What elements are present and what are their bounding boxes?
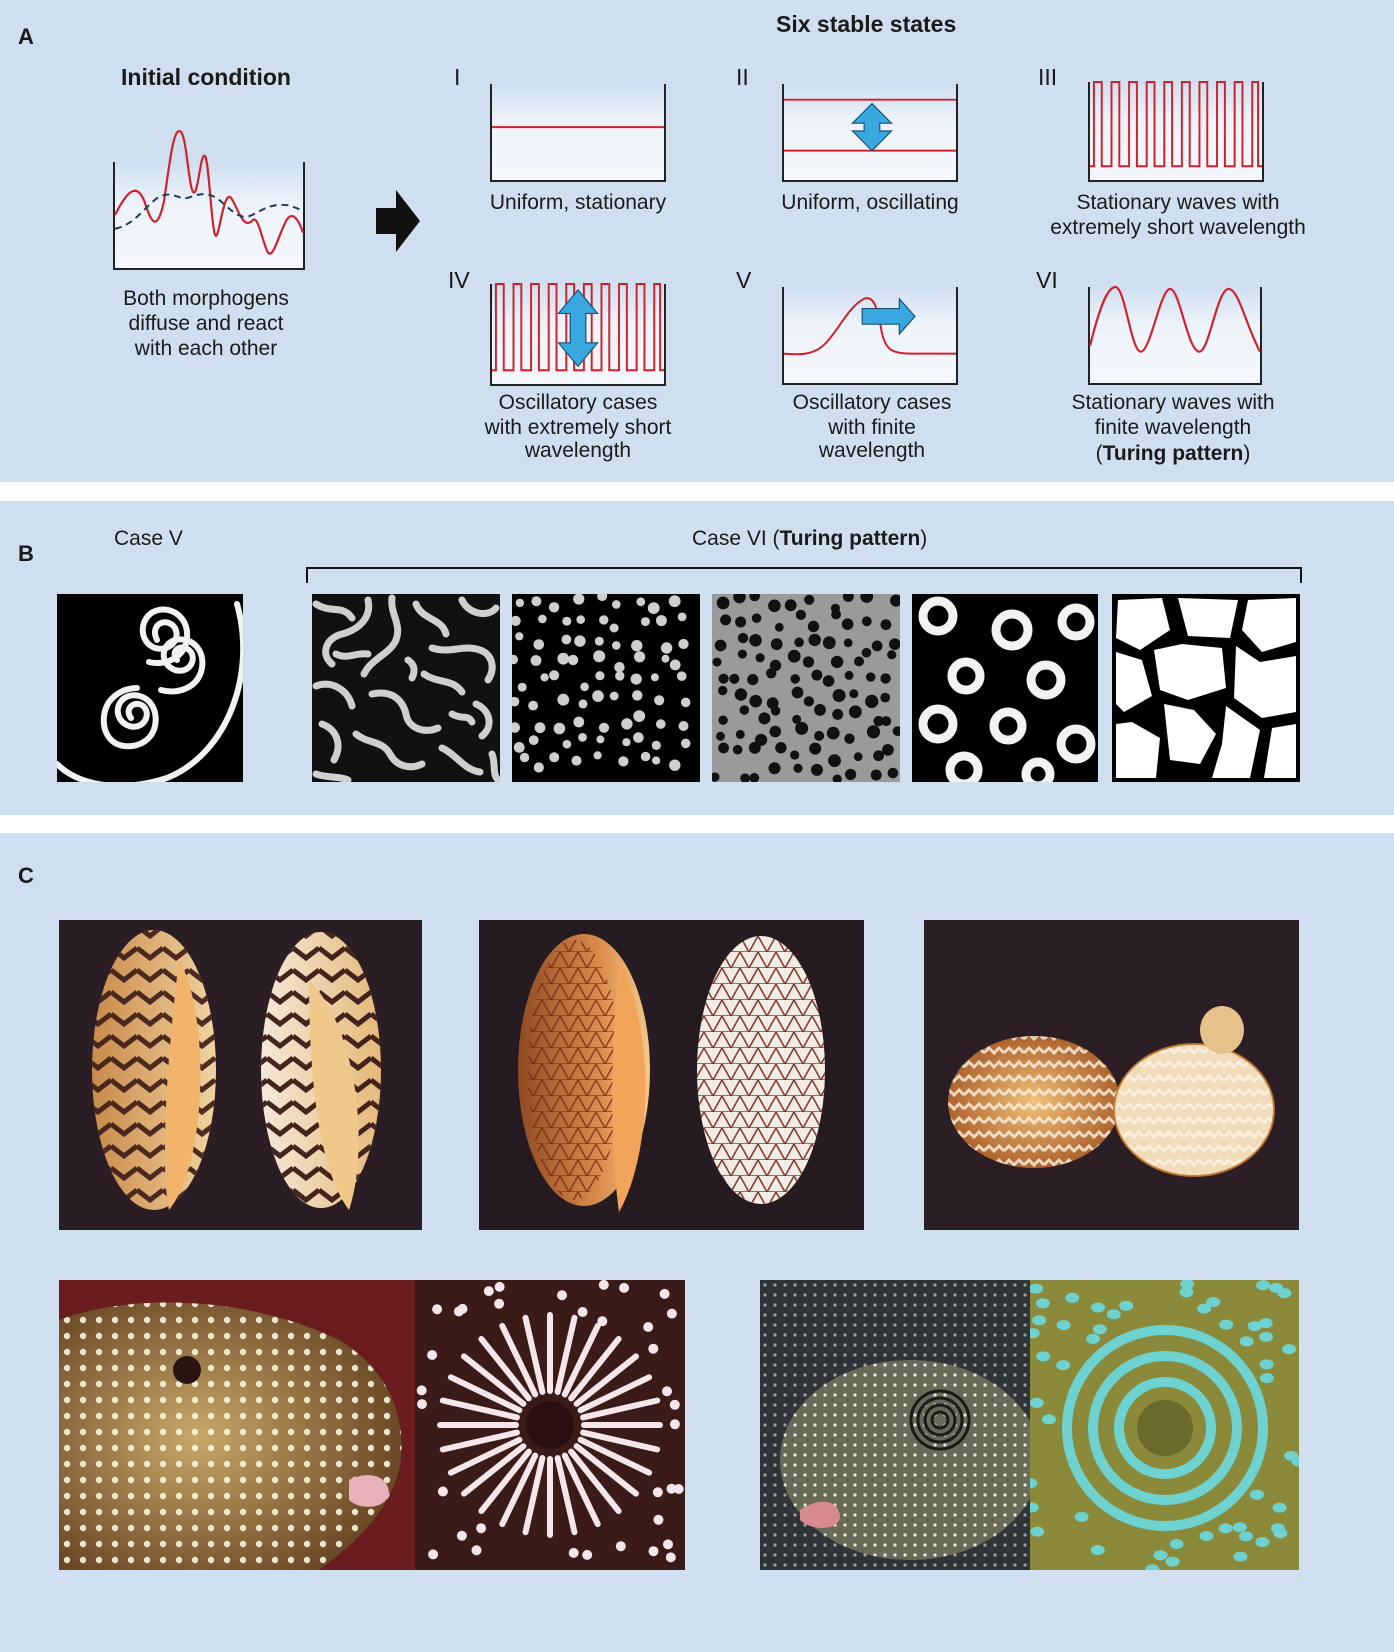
state-ii-plot (782, 84, 958, 182)
shell-photo-snail-zigzag (924, 920, 1299, 1230)
state-i-plot (490, 84, 666, 182)
case-vi-label: Case VI (Turing pattern) (692, 527, 928, 550)
pufferfish-photo-rings (760, 1280, 1030, 1570)
simulation-concentric-rings (1030, 1280, 1299, 1570)
state-vi-caption-line-1: Stationary waves with (1071, 391, 1275, 414)
vertical-double-arrow-icon (850, 102, 893, 152)
state-iv-caption-line-2: with extremely short (484, 416, 672, 439)
turing-spots-grey-pattern (712, 594, 900, 782)
vertical-double-arrow-icon (557, 288, 599, 368)
state-iv-plot (490, 283, 666, 386)
initial-caption-line-3: with each other (134, 337, 278, 360)
state-ii-numeral: II (736, 64, 749, 90)
panel-b-label: B (18, 541, 34, 566)
six-stable-states-header: Six stable states (776, 11, 957, 37)
simulation-radial-stripes (415, 1280, 685, 1570)
panel-c: C (0, 833, 1394, 1652)
state-v-caption-line-2: with finite (828, 416, 916, 439)
state-vi-numeral: VI (1036, 267, 1058, 293)
shell-photo-olive-chevron (59, 920, 422, 1230)
state-ii-caption: Uniform, oscillating (781, 191, 959, 214)
initial-condition-plot (113, 129, 305, 270)
state-iv-caption-line-1: Oscillatory cases (498, 391, 658, 414)
initial-caption-line-2: diffuse and react (128, 312, 284, 335)
shell-photo-textile-cone (479, 920, 864, 1230)
case-v-label: Case V (114, 527, 183, 550)
state-i-numeral: I (454, 64, 461, 90)
right-arrow-icon (376, 190, 420, 252)
state-v-caption-line-3: wavelength (818, 439, 926, 462)
case-v-spiral-pattern (57, 594, 243, 782)
state-iii-caption-line-1: Stationary waves with (1076, 191, 1280, 214)
case-vi-bracket (306, 567, 1302, 583)
turing-cells-pattern (1112, 594, 1300, 782)
state-iii-plot (1088, 81, 1264, 182)
turing-labyrinth-pattern (312, 594, 500, 782)
state-vi-caption-line-2: finite wavelength (1094, 416, 1252, 439)
panel-b: B Case V Case VI (Turing pattern) (0, 501, 1394, 815)
initial-condition-title: Initial condition (121, 64, 291, 90)
panel-a: A Six stable states Initial condition Bo… (0, 0, 1394, 482)
state-v-numeral: V (736, 267, 752, 293)
state-iii-numeral: III (1038, 64, 1058, 90)
right-arrow-icon (861, 297, 916, 336)
panel-c-label: C (18, 863, 34, 888)
turing-spots-black-pattern (512, 594, 700, 782)
state-v-plot (782, 287, 958, 385)
state-v-caption-line-1: Oscillatory cases (792, 391, 952, 414)
state-vi-caption-line-3: (Turing pattern) (1095, 442, 1251, 465)
turing-rings-pattern (912, 594, 1098, 782)
state-i-caption: Uniform, stationary (489, 191, 667, 214)
panel-a-label: A (18, 24, 34, 49)
initial-caption-line-1: Both morphogens (123, 287, 289, 310)
state-iv-numeral: IV (448, 267, 470, 293)
state-vi-plot (1088, 285, 1262, 385)
state-iv-caption-line-3: wavelength (524, 439, 632, 462)
pufferfish-photo-labyrinth (59, 1280, 415, 1570)
state-iii-caption-line-2: extremely short wavelength (1050, 216, 1306, 239)
